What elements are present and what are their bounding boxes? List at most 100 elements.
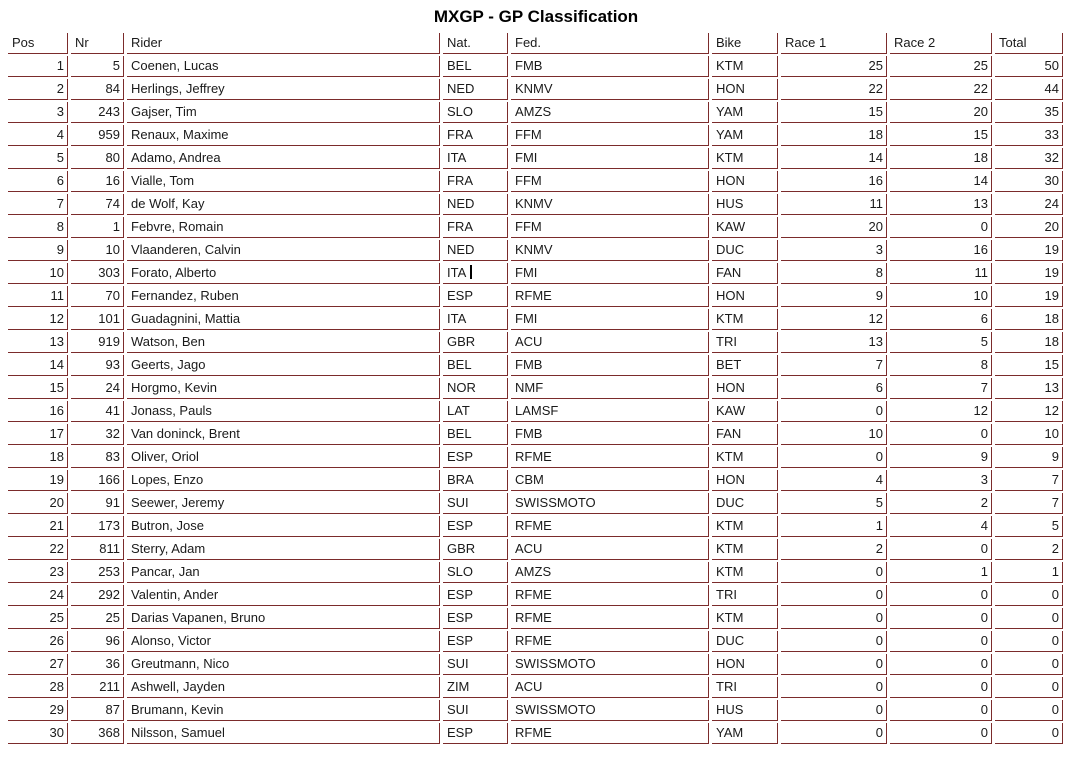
cell-nat[interactable]: BEL — [443, 424, 508, 445]
cell-nat[interactable]: GBR — [443, 332, 508, 353]
cell-nr[interactable]: 211 — [71, 677, 124, 698]
cell-total[interactable]: 0 — [995, 677, 1063, 698]
cell-pos[interactable]: 30 — [8, 723, 68, 744]
cell-fed[interactable]: FMB — [511, 56, 709, 77]
cell-pos[interactable]: 28 — [8, 677, 68, 698]
cell-nr[interactable]: 368 — [71, 723, 124, 744]
cell-race1[interactable]: 16 — [781, 171, 887, 192]
cell-race2[interactable]: 1 — [890, 562, 992, 583]
cell-race2[interactable]: 0 — [890, 677, 992, 698]
cell-nr[interactable]: 32 — [71, 424, 124, 445]
cell-nr[interactable]: 74 — [71, 194, 124, 215]
cell-fed[interactable]: RFME — [511, 723, 709, 744]
cell-race2[interactable]: 7 — [890, 378, 992, 399]
cell-pos[interactable]: 10 — [8, 263, 68, 284]
cell-race1[interactable]: 0 — [781, 631, 887, 652]
cell-fed[interactable]: ACU — [511, 332, 709, 353]
column-header-pos[interactable]: Pos — [8, 33, 68, 54]
cell-nat[interactable]: ESP — [443, 608, 508, 629]
cell-nat[interactable]: NED — [443, 194, 508, 215]
cell-total[interactable]: 18 — [995, 309, 1063, 330]
cell-race1[interactable]: 0 — [781, 562, 887, 583]
cell-bike[interactable]: TRI — [712, 585, 778, 606]
cell-rider[interactable]: Guadagnini, Mattia — [127, 309, 440, 330]
cell-race2[interactable]: 25 — [890, 56, 992, 77]
cell-pos[interactable]: 26 — [8, 631, 68, 652]
cell-rider[interactable]: Gajser, Tim — [127, 102, 440, 123]
cell-pos[interactable]: 16 — [8, 401, 68, 422]
cell-total[interactable]: 0 — [995, 585, 1063, 606]
cell-nr[interactable]: 173 — [71, 516, 124, 537]
cell-nr[interactable]: 80 — [71, 148, 124, 169]
cell-rider[interactable]: Forato, Alberto — [127, 263, 440, 284]
cell-nr[interactable]: 243 — [71, 102, 124, 123]
cell-race1[interactable]: 0 — [781, 723, 887, 744]
cell-bike[interactable]: DUC — [712, 240, 778, 261]
cell-total[interactable]: 10 — [995, 424, 1063, 445]
cell-pos[interactable]: 18 — [8, 447, 68, 468]
cell-rider[interactable]: Oliver, Oriol — [127, 447, 440, 468]
column-header-total[interactable]: Total — [995, 33, 1063, 54]
cell-rider[interactable]: Greutmann, Nico — [127, 654, 440, 675]
cell-nr[interactable]: 292 — [71, 585, 124, 606]
cell-pos[interactable]: 22 — [8, 539, 68, 560]
cell-nr[interactable]: 25 — [71, 608, 124, 629]
cell-pos[interactable]: 21 — [8, 516, 68, 537]
cell-race2[interactable]: 0 — [890, 424, 992, 445]
cell-race1[interactable]: 20 — [781, 217, 887, 238]
cell-fed[interactable]: SWISSMOTO — [511, 700, 709, 721]
cell-pos[interactable]: 20 — [8, 493, 68, 514]
cell-rider[interactable]: Darias Vapanen, Bruno — [127, 608, 440, 629]
cell-fed[interactable]: KNMV — [511, 240, 709, 261]
cell-nat[interactable]: ITA — [443, 309, 508, 330]
cell-fed[interactable]: FMI — [511, 263, 709, 284]
cell-nat[interactable]: NOR — [443, 378, 508, 399]
cell-race2[interactable]: 2 — [890, 493, 992, 514]
cell-race1[interactable]: 0 — [781, 585, 887, 606]
cell-bike[interactable]: KTM — [712, 56, 778, 77]
cell-fed[interactable]: AMZS — [511, 102, 709, 123]
cell-fed[interactable]: FMI — [511, 148, 709, 169]
cell-race2[interactable]: 0 — [890, 723, 992, 744]
cell-total[interactable]: 20 — [995, 217, 1063, 238]
cell-bike[interactable]: KTM — [712, 447, 778, 468]
cell-bike[interactable]: HON — [712, 286, 778, 307]
cell-pos[interactable]: 1 — [8, 56, 68, 77]
cell-rider[interactable]: Valentin, Ander — [127, 585, 440, 606]
cell-nat[interactable]: ESP — [443, 516, 508, 537]
cell-total[interactable]: 13 — [995, 378, 1063, 399]
cell-total[interactable]: 32 — [995, 148, 1063, 169]
cell-rider[interactable]: Horgmo, Kevin — [127, 378, 440, 399]
cell-nr[interactable]: 93 — [71, 355, 124, 376]
cell-nat[interactable]: LAT — [443, 401, 508, 422]
cell-race2[interactable]: 9 — [890, 447, 992, 468]
cell-fed[interactable]: RFME — [511, 631, 709, 652]
cell-total[interactable]: 15 — [995, 355, 1063, 376]
cell-nat[interactable]: ESP — [443, 723, 508, 744]
cell-bike[interactable]: TRI — [712, 332, 778, 353]
cell-nat[interactable]: SUI — [443, 493, 508, 514]
cell-nr[interactable]: 84 — [71, 79, 124, 100]
cell-race2[interactable]: 14 — [890, 171, 992, 192]
cell-bike[interactable]: KTM — [712, 539, 778, 560]
cell-nr[interactable]: 5 — [71, 56, 124, 77]
cell-nr[interactable]: 1 — [71, 217, 124, 238]
cell-race2[interactable]: 11 — [890, 263, 992, 284]
cell-fed[interactable]: FFM — [511, 125, 709, 146]
cell-race2[interactable]: 13 — [890, 194, 992, 215]
cell-race1[interactable]: 13 — [781, 332, 887, 353]
cell-total[interactable]: 0 — [995, 608, 1063, 629]
cell-nr[interactable]: 16 — [71, 171, 124, 192]
cell-fed[interactable]: RFME — [511, 608, 709, 629]
cell-total[interactable]: 19 — [995, 286, 1063, 307]
cell-nr[interactable]: 959 — [71, 125, 124, 146]
cell-race1[interactable]: 0 — [781, 608, 887, 629]
cell-pos[interactable]: 25 — [8, 608, 68, 629]
cell-bike[interactable]: DUC — [712, 493, 778, 514]
cell-bike[interactable]: KTM — [712, 608, 778, 629]
cell-nr[interactable]: 10 — [71, 240, 124, 261]
cell-race1[interactable]: 0 — [781, 700, 887, 721]
cell-race1[interactable]: 6 — [781, 378, 887, 399]
cell-fed[interactable]: FMI — [511, 309, 709, 330]
cell-total[interactable]: 7 — [995, 470, 1063, 491]
